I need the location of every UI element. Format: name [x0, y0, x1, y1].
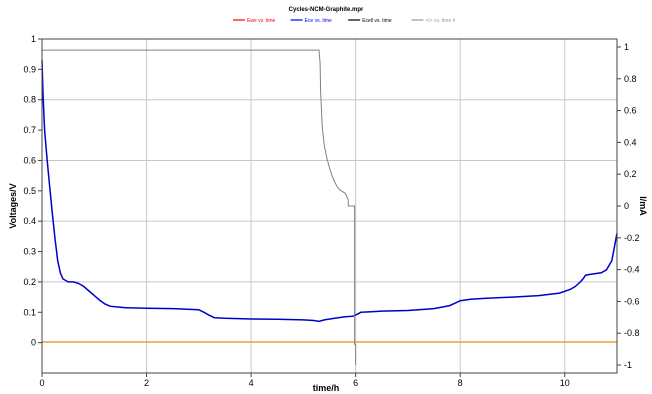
chart-title: Cycles-NCM-Graphite.mpr	[289, 7, 364, 13]
x-tick-label: 10	[560, 378, 570, 388]
y2-tick-label: -0.8	[624, 328, 640, 338]
y2-tick-label: -0.4	[624, 265, 640, 275]
grid	[42, 39, 617, 373]
y2-tick-label: 0	[624, 201, 629, 211]
y-axis-title: Voltages/V	[8, 183, 18, 228]
y2-tick-label: 0.6	[624, 106, 637, 116]
y-tick-label: 0.6	[23, 155, 36, 165]
y2-tick-label: 1	[624, 42, 629, 52]
legend-label-ewe-vs-time: Ewe vs. time	[247, 18, 276, 24]
y2-tick-label: 0.8	[624, 74, 637, 84]
y-tick-label: 0.4	[23, 216, 36, 226]
y2-tick-label: 0.4	[624, 137, 637, 147]
series-line-ece-vs-time	[41, 60, 618, 323]
x-tick-label: 6	[353, 378, 358, 388]
y-tick-label: 0	[31, 338, 36, 348]
y-tick-label: 0.7	[23, 125, 36, 135]
y-tick-label: 0.8	[23, 95, 36, 105]
legend: Ewe vs. time Ece vs. time Ecell vs. time <I…	[233, 18, 456, 24]
x-tick-label: 2	[144, 378, 149, 388]
x-tick-label: 0	[39, 378, 44, 388]
x-tick-label: 4	[249, 378, 254, 388]
y-tick-label: 0.9	[23, 64, 36, 74]
y-tick-label: 1	[31, 34, 36, 44]
y2-tick-label: 0.2	[624, 169, 637, 179]
legend-label-ece-vs-time: Ece vs. time	[305, 18, 332, 24]
y2-axis-title: I/mA	[638, 196, 648, 216]
plot-frame	[41, 38, 618, 374]
legend-label-i-vs-time: <I> vs. time #	[425, 18, 455, 24]
y-tick-label: 0.2	[23, 277, 36, 287]
y2-tick-label: -0.2	[624, 233, 640, 243]
y-tick-label: 0.1	[23, 307, 36, 317]
legend-label-ecell-vs-time: Ecell vs. time	[362, 18, 392, 24]
x-tick-label: 8	[458, 378, 463, 388]
series-layer	[41, 49, 618, 365]
axes: 0 2 4 6 8 1000.10.20.30.40.50.60.70.80.91-1-0…	[23, 34, 639, 388]
y-tick-label: 0.3	[23, 247, 36, 257]
y2-tick-label: -1	[624, 360, 632, 370]
x-axis-title: time/h	[313, 383, 340, 393]
y-tick-label: 0.5	[23, 186, 36, 196]
series-line-i-vs-time	[42, 49, 357, 365]
y2-tick-label: -0.6	[624, 296, 640, 306]
